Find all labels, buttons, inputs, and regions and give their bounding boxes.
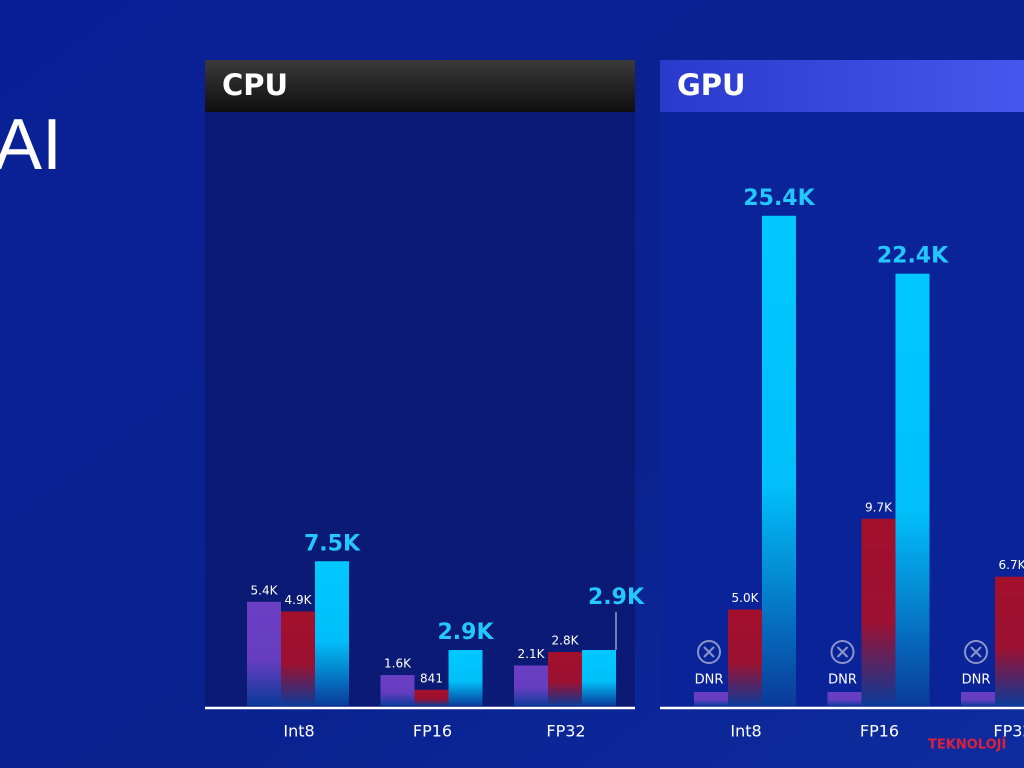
value-label: 4.9K [285,593,313,607]
value-label: 2.9K [437,620,494,645]
value-label: 25.4K [743,186,815,211]
value-label: 22.4K [877,244,949,269]
dnr-icon-x [970,646,982,658]
value-label: 7.5K [304,531,361,556]
dnr-icon-x [836,646,849,658]
x-tick-label: FP32 [546,722,585,741]
value-label: 2.1K [518,647,546,661]
chart-title: GPU [677,68,746,102]
bar [448,650,483,706]
bar [315,561,349,706]
x-tick-label: Int8 [730,722,761,741]
bar [728,609,762,706]
watermark: TEKNOLOJİ [928,737,1006,753]
value-label: 5.4K [251,583,279,597]
x-tick-label: FP16 [413,722,452,741]
value-label: 1.6K [384,657,412,671]
value-label: DNR [828,673,857,688]
x-tick-label: FP32 [993,722,1024,741]
value-label: 841 [420,671,443,685]
bar [281,611,315,706]
dnr-icon [697,640,721,664]
value-label: 9.7K [865,500,893,514]
bar [414,689,449,706]
dnr-icon [964,640,988,664]
bar [995,576,1024,706]
value-label: 5.0K [732,591,760,605]
panel-header [660,60,1024,112]
bar [548,651,582,706]
bar [762,215,796,706]
dnr-icon-x [703,646,715,658]
value-label: 2.8K [552,633,580,647]
slide-title: AI [0,105,62,185]
bar [514,665,548,706]
dnr-icon [830,640,855,664]
chart-title: CPU [222,68,288,102]
panel-header [205,60,635,112]
value-label: 6.7K [999,558,1024,572]
bar [861,518,896,706]
dnr-stub [827,692,862,706]
x-tick-label: Int8 [283,722,314,741]
bar [247,601,281,706]
bar [895,273,930,706]
value-label: 2.9K [588,585,645,610]
bar [380,675,415,706]
x-tick-label: FP16 [860,722,899,741]
value-label: DNR [695,673,724,688]
bar [582,650,616,706]
panel-body [660,112,1024,708]
dnr-stub [961,692,995,706]
value-label: DNR [962,673,991,688]
dnr-stub [694,692,728,706]
